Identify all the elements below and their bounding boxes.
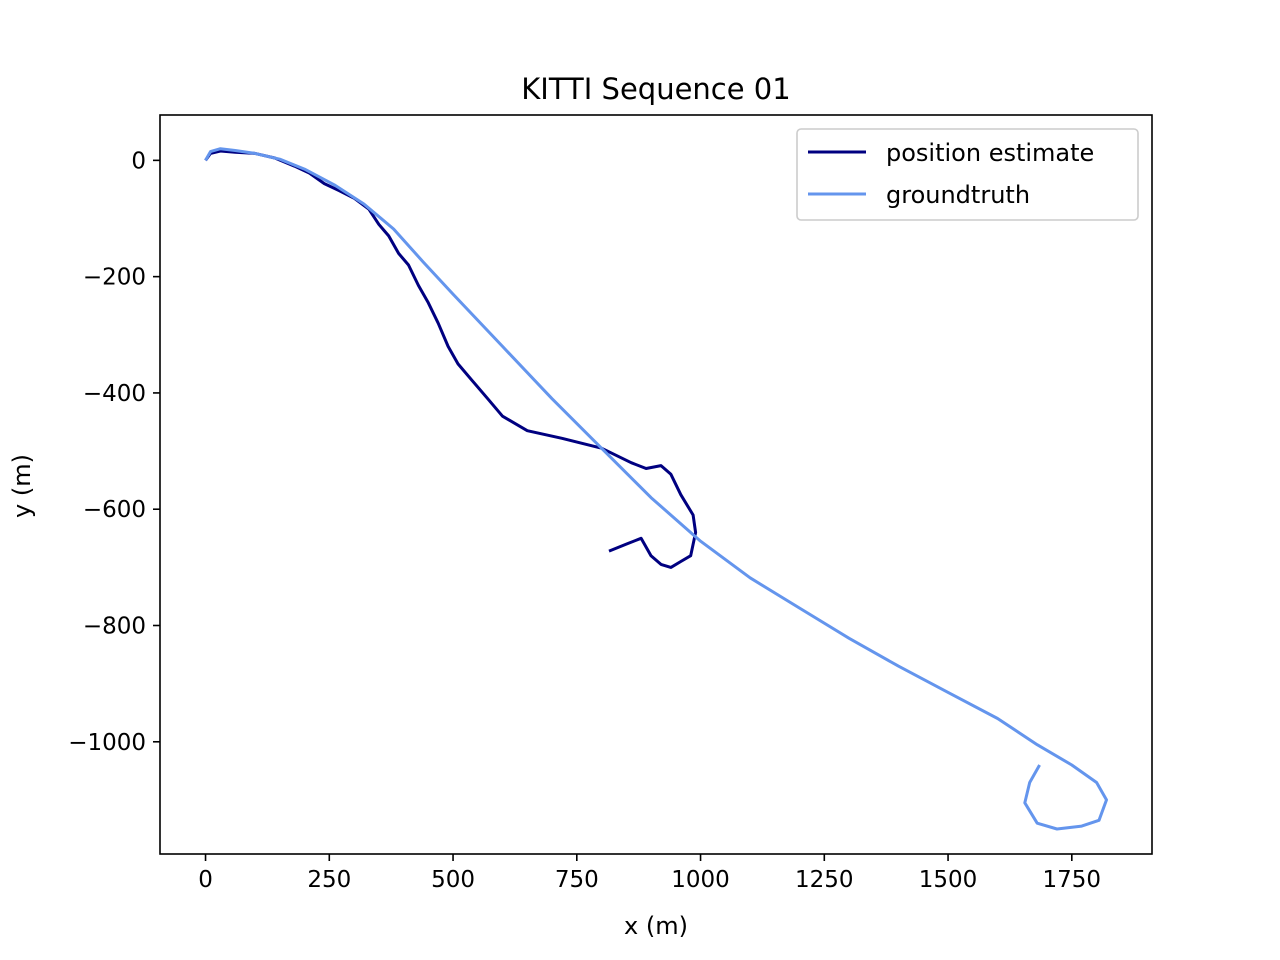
- y-tick-label: −1000: [68, 730, 146, 756]
- series-line-groundtruth: [204, 147, 1108, 831]
- x-axis-label: x (m): [624, 912, 688, 940]
- x-tick-label: 1000: [671, 867, 730, 893]
- legend-label-groundtruth: groundtruth: [886, 181, 1030, 209]
- x-tick-label: 250: [307, 867, 351, 893]
- x-tick-label: 500: [431, 867, 475, 893]
- legend-box: [796, 128, 1139, 221]
- x-tick-label: 1250: [795, 867, 854, 893]
- x-tick-label: 1750: [1043, 867, 1102, 893]
- x-tick-label: 750: [555, 867, 599, 893]
- y-tick-label: −600: [83, 497, 146, 523]
- axes-frame: [159, 114, 1153, 855]
- y-tick-label: −400: [83, 381, 146, 407]
- y-tick-label: −800: [83, 613, 146, 639]
- plot-area: 0 250 500 750 1000 1250 1500 1750 0 −200 −400 −600 −…: [68, 114, 1153, 893]
- x-tick-label: 0: [198, 867, 213, 893]
- x-tick-label: 1500: [919, 867, 978, 893]
- y-axis-label: y (m): [8, 454, 36, 518]
- legend-label-position-estimate: position estimate: [886, 139, 1094, 167]
- y-tick-label: 0: [131, 148, 146, 174]
- chart-title: KITTI Sequence 01: [521, 72, 790, 106]
- legend: position estimate groundtruth: [796, 128, 1139, 221]
- y-tick-label: −200: [83, 265, 146, 291]
